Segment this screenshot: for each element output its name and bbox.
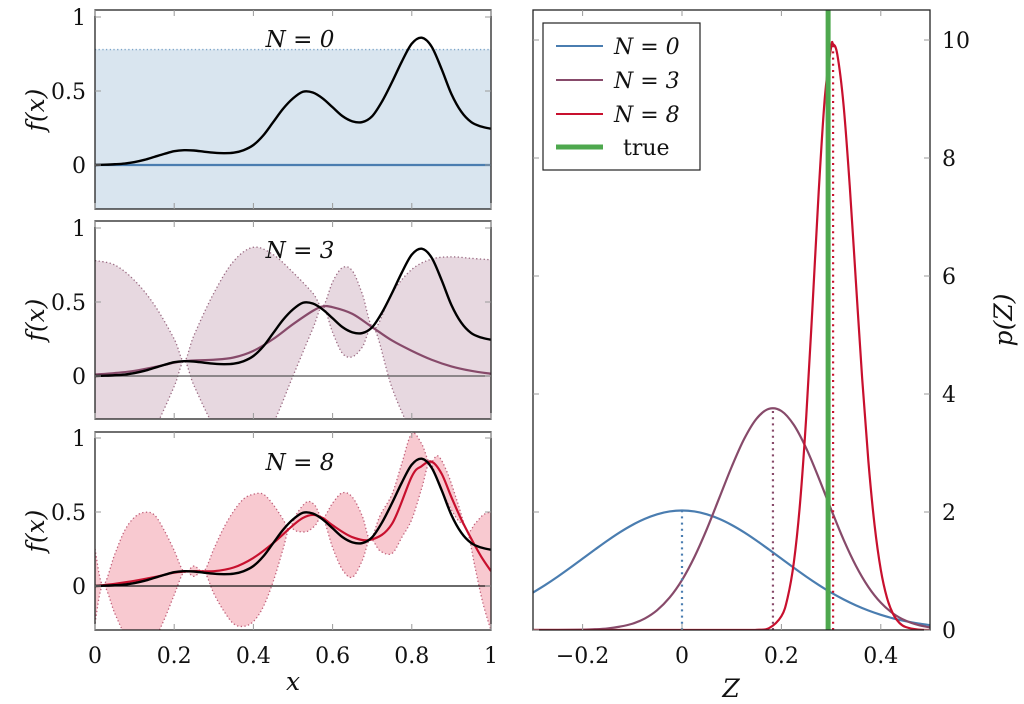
y-tick-label: 1 [72,6,86,31]
y-tick-label: 0 [72,575,86,600]
x-tick-label: 0.2 [157,644,192,669]
x-tick-label: 0 [88,644,102,669]
y-tick-label: 0.5 [51,80,86,105]
plot-frame [94,431,492,631]
legend-label-n3: N = 3 [613,69,680,94]
legend: N = 0 N = 3 N = 8 true [542,22,701,171]
panel-title-n0: N = 0 [265,27,335,53]
density-curve-n-8 [533,40,930,630]
true-function-line [95,247,491,378]
y-tick-label: 1 [72,217,86,242]
z-tick-label: 0 [675,644,689,669]
y-tick-label: 0 [72,154,86,179]
density-tick-label: 6 [942,265,956,290]
posterior-panel: −0.2 0 0.2 0.4 0 2 4 6 8 10 [532,9,970,669]
band-lower-edge [158,305,406,419]
density-tick-label: 8 [942,147,956,172]
density-tick-label: 4 [942,383,956,408]
confidence-band [95,432,491,630]
band-lower-edge [95,461,491,630]
plot-frame [94,220,492,420]
y-tick-label: 1 [72,427,86,452]
panel-n8: 0 0.2 0.4 0.6 0.8 1 0 0.5 1 [51,427,498,669]
density-tick-label: 0 [942,619,956,644]
x-tick-label: 0.6 [315,644,350,669]
z-tick-label: −0.2 [556,644,609,669]
legend-label-true: true [623,136,670,161]
y-axis-label-n0: f(x) [21,89,50,134]
panel-n0: 00.51 [51,6,492,210]
plot-area [95,246,491,419]
legend-label-n0: N = 0 [613,35,680,60]
plot-area [95,432,491,630]
density-curve-n-3 [533,407,930,630]
y-tick-label: 0.5 [51,291,86,316]
density-tick-label: 2 [942,501,956,526]
x-tick-label: 0.4 [236,644,271,669]
z-axis-label: Z [721,674,740,703]
y-axis-label-n3: f(x) [21,299,50,344]
y-axis-label-n8: f(x) [21,510,50,555]
y-tick-label: 0 [72,365,86,390]
y-tick-label: 0.5 [51,501,86,526]
panel-title-n8: N = 8 [265,450,335,476]
density-axis-label: p(Z) [989,294,1018,347]
density-tick-label: 10 [942,29,970,54]
posterior-frame [532,9,931,631]
legend-label-n8: N = 8 [613,103,680,128]
x-tick-label: 1 [484,644,498,669]
panel-n3: 00.51 [51,217,492,420]
density-curve-n-0 [533,509,930,627]
confidence-band [95,49,491,209]
plot-area [95,36,491,209]
z-tick-label: 0.4 [863,644,898,669]
true-function-line [95,36,491,167]
x-axis-label: x [286,667,300,696]
true-function-line [95,457,491,588]
posterior-plot-area [533,10,930,630]
x-tick-label: 0.8 [394,644,429,669]
band-upper-edge [95,432,491,586]
z-tick-label: 0.2 [764,644,799,669]
plot-frame [94,9,492,210]
panel-title-n3: N = 3 [265,238,335,264]
